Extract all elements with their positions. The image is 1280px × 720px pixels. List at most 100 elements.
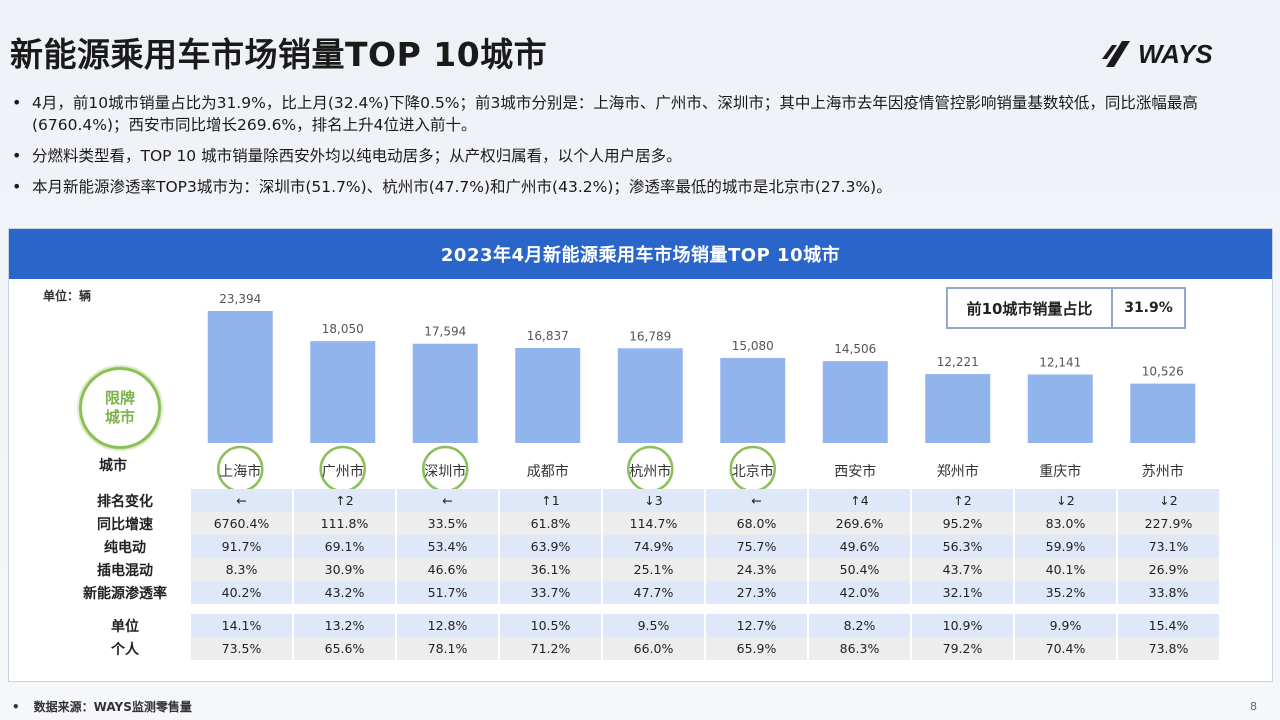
table-cell: 86.3% bbox=[807, 637, 910, 660]
value-label: 12,221 bbox=[937, 355, 979, 369]
ways-logo-icon bbox=[1102, 41, 1130, 67]
share-box: 前10城市销量占比 31.9% bbox=[946, 287, 1186, 329]
category-label: 杭州市 bbox=[629, 463, 671, 480]
value-label: 10,526 bbox=[1142, 365, 1184, 379]
share-value: 31.9% bbox=[1124, 300, 1173, 316]
table-cell: 66.0% bbox=[601, 637, 704, 660]
footer-bullet: • bbox=[12, 700, 20, 714]
table-cell: 79.2% bbox=[910, 637, 1013, 660]
row-label: 纯电动 bbox=[61, 535, 189, 558]
value-label: 16,789 bbox=[629, 329, 671, 343]
table-cell: 6760.4% bbox=[189, 512, 292, 535]
category-label: 郑州市 bbox=[937, 463, 979, 480]
bullet-item: 4月，前10城市销量占比为31.9%，比上月(32.4%)下降0.5%；前3城市… bbox=[8, 92, 1238, 136]
table-cell: 12.8% bbox=[395, 614, 498, 637]
table-cell: 40.2% bbox=[189, 581, 292, 604]
table-cell: 65.6% bbox=[292, 637, 395, 660]
summary-bullets: 4月，前10城市销量占比为31.9%，比上月(32.4%)下降0.5%；前3城市… bbox=[8, 92, 1238, 207]
table-cell: 227.9% bbox=[1116, 512, 1219, 535]
bar-杭州市 bbox=[617, 348, 683, 443]
table-cell: 114.7% bbox=[601, 512, 704, 535]
table-cell: 35.2% bbox=[1013, 581, 1116, 604]
row-label: 个人 bbox=[61, 637, 189, 660]
table-cell: 51.7% bbox=[395, 581, 498, 604]
bar-深圳市 bbox=[412, 343, 478, 443]
bar-苏州市 bbox=[1130, 383, 1196, 443]
table-cell: ↑2 bbox=[910, 489, 1013, 512]
table-cell: ↑2 bbox=[292, 489, 395, 512]
row-label: 新能源渗透率 bbox=[61, 581, 189, 604]
table-cell: 10.9% bbox=[910, 614, 1013, 637]
value-label: 18,050 bbox=[322, 322, 364, 336]
table-cell: 49.6% bbox=[807, 535, 910, 558]
table-row-bev: 纯电动 91.7% 69.1% 53.4% 63.9% 74.9% 75.7% 49.6% 56… bbox=[61, 535, 1219, 558]
table-cell: 73.5% bbox=[189, 637, 292, 660]
city-row-label: 城市 bbox=[99, 457, 127, 474]
table-cell: ↑4 bbox=[807, 489, 910, 512]
category-label: 西安市 bbox=[834, 463, 876, 480]
table-cell: ↓3 bbox=[601, 489, 704, 512]
table-cell: 73.8% bbox=[1116, 637, 1219, 660]
footer-source-text: 数据来源：WAYS监测零售量 bbox=[33, 700, 192, 714]
table-cell: 61.8% bbox=[498, 512, 601, 535]
table-cell: 32.1% bbox=[910, 581, 1013, 604]
table-cell: 95.2% bbox=[910, 512, 1013, 535]
restricted-city-circle bbox=[319, 445, 366, 489]
restricted-city-circle bbox=[217, 445, 264, 489]
bar-西安市 bbox=[822, 361, 888, 443]
value-label: 14,506 bbox=[834, 342, 876, 356]
table-cell: 68.0% bbox=[704, 512, 807, 535]
table-cell: 70.4% bbox=[1013, 637, 1116, 660]
chart-panel: 2023年4月新能源乘用车市场销量TOP 10城市 单位：辆 前10城市销量占比… bbox=[8, 228, 1273, 682]
table-cell: ↓2 bbox=[1116, 489, 1219, 512]
table-cell: 75.7% bbox=[704, 535, 807, 558]
bar-广州市 bbox=[310, 341, 376, 443]
table-cell: 15.4% bbox=[1116, 614, 1219, 637]
table-cell: 43.7% bbox=[910, 558, 1013, 581]
share-label: 前10城市销量占比 bbox=[948, 289, 1113, 327]
table-cell: 73.1% bbox=[1116, 535, 1219, 558]
table-row-pen: 新能源渗透率 40.2% 43.2% 51.7% 33.7% 47.7% 27.3% 42.0… bbox=[61, 581, 1219, 604]
page-title: 新能源乘用车市场销量TOP 10城市 bbox=[10, 35, 548, 74]
category-label: 北京市 bbox=[732, 463, 774, 480]
restricted-city-circle bbox=[729, 445, 776, 489]
bar-重庆市 bbox=[1027, 374, 1093, 443]
table-cell: 91.7% bbox=[189, 535, 292, 558]
table-cell: 33.7% bbox=[498, 581, 601, 604]
bar-北京市 bbox=[720, 357, 786, 443]
table-cell: ← bbox=[395, 489, 498, 512]
row-label: 单位 bbox=[61, 614, 189, 637]
table-cell: 9.5% bbox=[601, 614, 704, 637]
table-cell: 36.1% bbox=[498, 558, 601, 581]
ways-logo: WAYS bbox=[1100, 34, 1220, 74]
table-cell: ← bbox=[189, 489, 292, 512]
table-cell: 33.8% bbox=[1116, 581, 1219, 604]
category-label: 成都市 bbox=[527, 463, 569, 480]
bullet-item: 本月新能源渗透率TOP3城市为：深圳市(51.7%)、杭州市(47.7%)和广州… bbox=[8, 176, 1238, 198]
unit-label: 单位：辆 bbox=[43, 289, 92, 303]
table-cell: 8.3% bbox=[189, 558, 292, 581]
table-cell: 42.0% bbox=[807, 581, 910, 604]
table-cell: 71.2% bbox=[498, 637, 601, 660]
row-label: 排名变化 bbox=[61, 489, 189, 512]
table-cell: ↓2 bbox=[1013, 489, 1116, 512]
table-cell: ↑1 bbox=[498, 489, 601, 512]
table-cell: 26.9% bbox=[1116, 558, 1219, 581]
table-cell: 30.9% bbox=[292, 558, 395, 581]
table-cell: 12.7% bbox=[704, 614, 807, 637]
table-cell: 8.2% bbox=[807, 614, 910, 637]
table-cell: 40.1% bbox=[1013, 558, 1116, 581]
category-label: 上海市 bbox=[219, 463, 261, 480]
seal-line2: 城市 bbox=[104, 408, 135, 426]
category-label: 苏州市 bbox=[1142, 463, 1184, 480]
table-cell: 50.4% bbox=[807, 558, 910, 581]
page-number: 8 bbox=[1250, 700, 1257, 713]
restricted-city-seal: 限牌 城市 bbox=[79, 367, 161, 449]
restricted-city-circle bbox=[627, 445, 674, 489]
table-cell: 43.2% bbox=[292, 581, 395, 604]
table-gap bbox=[61, 604, 1219, 614]
table-cell: 24.3% bbox=[704, 558, 807, 581]
table-cell: 74.9% bbox=[601, 535, 704, 558]
table-cell: 78.1% bbox=[395, 637, 498, 660]
table-row-org: 单位 14.1% 13.2% 12.8% 10.5% 9.5% 12.7% 8.2% 10.9%… bbox=[61, 614, 1219, 637]
